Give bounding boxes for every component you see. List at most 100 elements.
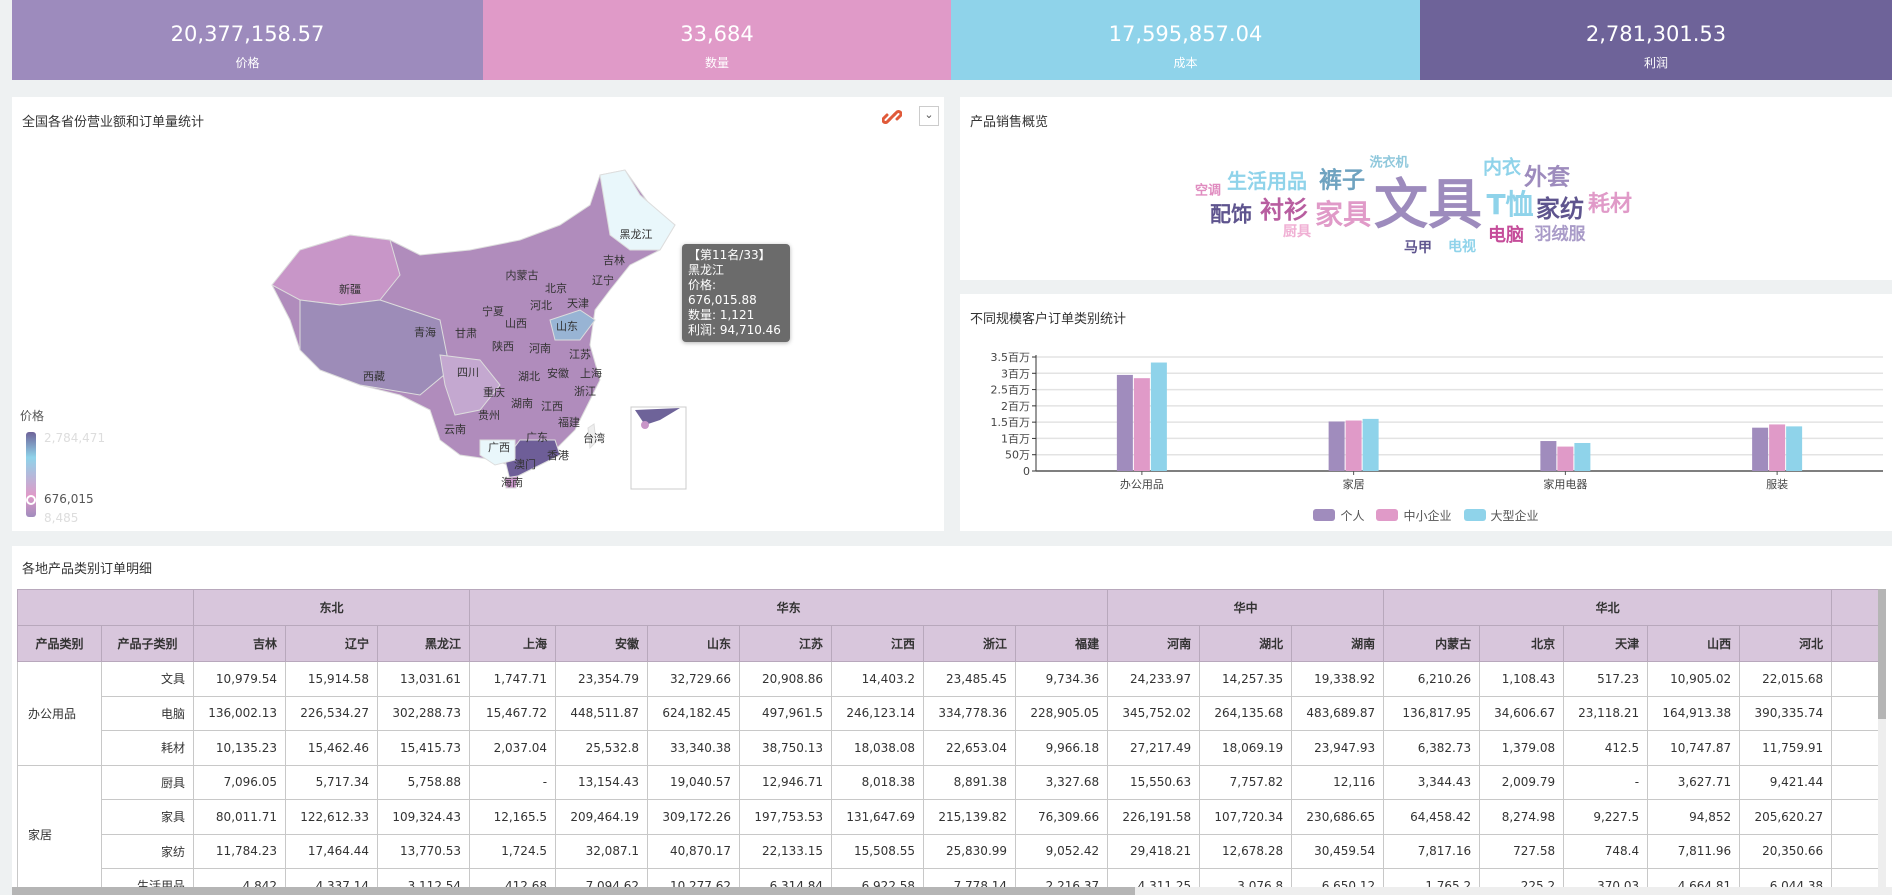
wordcloud-word[interactable]: 厨具	[1283, 224, 1311, 240]
value-cell: 4,842	[193, 868, 286, 887]
value-cell: 6,314.84	[739, 868, 833, 887]
tooltip-rank: 【第11名/33】	[688, 248, 771, 262]
legend-range-slider[interactable]	[26, 432, 36, 517]
kpi-value: 33,684	[680, 22, 754, 46]
legend-max: 2,784,471	[44, 431, 106, 445]
china-map[interactable]	[0, 0, 944, 531]
value-cell: 15,550.63	[1107, 764, 1201, 800]
map-region-taiwan	[587, 423, 597, 450]
wordcloud-word[interactable]: 文具	[1374, 173, 1482, 236]
scrollbar-thumb[interactable]	[1878, 589, 1886, 719]
wordcloud-word[interactable]: 衬衫	[1260, 196, 1308, 224]
value-cell: 10,905.02	[1647, 661, 1741, 697]
map-dropdown-button[interactable]: ⌄	[919, 106, 939, 126]
value-cell: 3,112.54	[376, 868, 471, 887]
value-cell: 246,123.14	[831, 695, 925, 731]
province-label: 贵州	[478, 409, 500, 422]
wordcloud-title: 产品销售概览	[970, 115, 1049, 130]
horizontal-scrollbar[interactable]	[12, 887, 1892, 895]
value-cell: 197,753.53	[739, 799, 833, 835]
map-region-xinjiang	[271, 234, 401, 306]
province-label: 西藏	[363, 370, 385, 383]
header-province: 河南	[1107, 625, 1201, 662]
value-cell: 11,784.23	[193, 833, 286, 869]
value-cell: 1,108.43	[1479, 661, 1565, 697]
wordcloud-word[interactable]: 生活用品	[1227, 169, 1307, 193]
legend-swatch	[1376, 509, 1399, 521]
category-cell: 办公用品	[17, 661, 102, 766]
value-cell: 12,678.28	[1199, 833, 1293, 869]
header-province: 天津	[1563, 625, 1649, 662]
wordcloud-panel: 产品销售概览	[960, 97, 1892, 280]
value-cell: 264,135.68	[1199, 695, 1293, 731]
link-icon[interactable]	[882, 107, 902, 127]
legend-item[interactable]: 中小企业	[1376, 507, 1452, 524]
value-cell: 302,288.73	[376, 695, 471, 731]
header-province: 江苏	[739, 625, 833, 662]
table-row: 家居 厨具 7,096.05 5,717.34 5,758.88-13,154.43 19…	[17, 764, 1879, 887]
value-cell: 4,337.14	[285, 868, 378, 887]
value-cell: 2,009.79	[1479, 764, 1565, 800]
scrollbar-thumb[interactable]	[12, 887, 1135, 895]
legend-handle[interactable]	[26, 495, 36, 505]
kpi-label: 数量	[704, 56, 729, 70]
value-cell: 10,747.87	[1647, 730, 1741, 766]
legend-min: 8,485	[44, 511, 79, 525]
value-cell: 9,734.36	[1015, 661, 1109, 697]
value-cell: 15,508.55	[831, 833, 925, 869]
value-cell: 20,908.86	[739, 661, 833, 697]
wordcloud-word[interactable]: 羽绒服	[1534, 224, 1586, 245]
value-cell: 7,757.82	[1199, 764, 1293, 800]
header-province: 山西	[1647, 625, 1741, 662]
legend-item[interactable]: 个人	[1313, 507, 1364, 524]
province-label: 湖北	[518, 370, 540, 383]
value-cell: 6,210.26	[1383, 661, 1481, 697]
value-cell: 345,752.02	[1107, 695, 1201, 731]
wordcloud-word[interactable]: 家纺	[1536, 195, 1584, 223]
header-province: 福建	[1015, 625, 1109, 662]
value-cell: 13,154.43	[555, 764, 649, 800]
wordcloud-word[interactable]: 内衣	[1482, 156, 1522, 179]
province-label: 台湾	[583, 432, 605, 445]
value-cell: 7,811.96	[1647, 833, 1741, 869]
wordcloud-word[interactable]: 家具	[1314, 198, 1372, 231]
value-cell: 205,620.27	[1739, 799, 1833, 835]
value-cell: 228,905.05	[1015, 695, 1109, 731]
table-row: 生活用品 4,842 4,337.14 3,112.54 412.68 7,094.62 1…	[18, 868, 1879, 887]
value-cell: 370.03	[1563, 868, 1649, 887]
table-row: 电脑 136,002.13 226,534.27 302,288.73 15,467.7…	[18, 695, 1879, 731]
header-province: 山东	[647, 625, 741, 662]
value-cell: 19,338.92	[1291, 661, 1385, 697]
wordcloud-word[interactable]: 空调	[1194, 183, 1222, 199]
wordcloud-word[interactable]: 马甲	[1404, 240, 1432, 256]
legend-item[interactable]: 大型企业	[1463, 507, 1539, 524]
value-cell: 225.2	[1479, 868, 1565, 887]
bar-chart-panel: 不同规模客户订单类别统计 个人 中小企业 大型企业	[960, 294, 1892, 531]
header-province: 内蒙古	[1383, 625, 1481, 662]
wordcloud-word[interactable]: T恤	[1486, 188, 1534, 221]
kpi-value: 2,781,301.53	[1585, 22, 1727, 46]
value-cell: 18,069.19	[1199, 730, 1293, 766]
value-cell: 24,233.97	[1107, 661, 1201, 697]
wordcloud-word[interactable]: 电视	[1448, 239, 1476, 255]
value-cell: 109,324.43	[376, 799, 471, 835]
wordcloud-word[interactable]: 耗材	[1587, 192, 1633, 217]
wordcloud-word[interactable]: 配饰	[1210, 202, 1252, 227]
value-cell: 12,116	[1291, 764, 1385, 800]
value-cell: 6,382.73	[1383, 730, 1481, 766]
header-province: 江西	[831, 625, 925, 662]
value-cell: 30,459.54	[1291, 833, 1385, 869]
vertical-scrollbar[interactable]	[1878, 589, 1886, 887]
value-cell: 19,040.57	[647, 764, 741, 800]
wordcloud-word[interactable]: 外套	[1524, 164, 1570, 191]
province-label: 广西	[488, 441, 510, 454]
kpi-quantity: 33,684 数量	[483, 0, 951, 80]
wordcloud-word[interactable]: 电脑	[1488, 225, 1524, 246]
wordcloud-word[interactable]: 裤子	[1319, 167, 1365, 194]
subcategory-cell: 厨具	[101, 764, 194, 800]
value-cell: 136,817.95	[1383, 695, 1481, 731]
province-label: 江苏	[569, 348, 591, 361]
wordcloud-word[interactable]: 洗衣机	[1369, 155, 1409, 171]
value-cell: 17,464.44	[285, 833, 378, 869]
map-visual-legend: 价格 2,784,471 676,015 8,485	[20, 407, 140, 527]
